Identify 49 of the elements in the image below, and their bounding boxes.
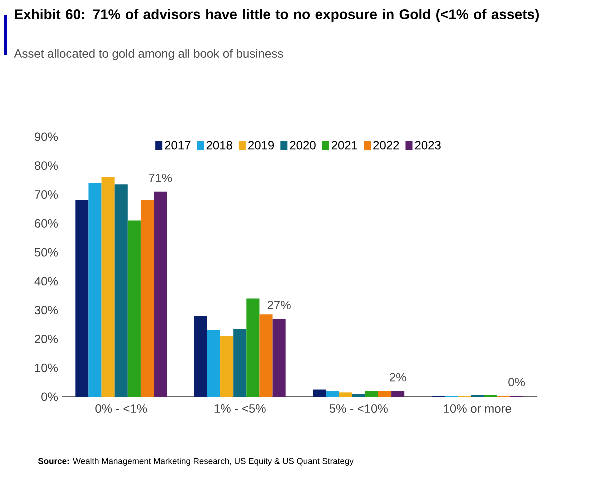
text: Source: Wealth Management Marketing Research, US Equity & US Quant Strategy xyxy=(38,458,354,466)
bar xyxy=(378,391,392,397)
data-label: 2% xyxy=(390,373,406,382)
x-tick-label: 0% - <1% xyxy=(96,404,148,414)
y-tick-label: 90% xyxy=(35,132,58,142)
bar xyxy=(365,391,378,397)
y-tick-label: 30% xyxy=(34,306,58,315)
y-tick-label: 60% xyxy=(35,219,58,228)
y-tick-label: 0% xyxy=(42,392,58,402)
legend-label: 2017 xyxy=(165,141,191,150)
bar xyxy=(102,177,115,397)
y-tick-label: 50% xyxy=(34,248,58,257)
bar xyxy=(272,319,286,397)
bar xyxy=(207,330,221,397)
bar xyxy=(128,220,141,397)
y-tick-label: 80% xyxy=(34,162,58,170)
bar xyxy=(140,200,154,397)
bar xyxy=(114,184,128,397)
bar xyxy=(326,391,340,397)
bar xyxy=(313,390,326,397)
chart-title: Exhibit 60: 71% of advisors have little to no exposure in Gold (<1% of assets) xyxy=(15,9,539,22)
legend-label: 2023 xyxy=(415,141,441,150)
y-tick-label: 10% xyxy=(35,364,58,372)
bar xyxy=(246,298,260,397)
y-tick-label: 70% xyxy=(35,190,58,200)
bar xyxy=(260,314,273,397)
bar xyxy=(76,200,89,397)
x-tick-label: 10% or more xyxy=(444,404,512,414)
y-tick-label: 20% xyxy=(35,334,58,344)
bar xyxy=(339,392,352,397)
data-label: 0% xyxy=(508,378,526,387)
legend-label: 2020 xyxy=(290,141,316,150)
bar xyxy=(392,391,405,397)
data-label: 27% xyxy=(268,301,291,310)
legend-label: 2018 xyxy=(206,141,232,150)
bar xyxy=(88,183,102,397)
chart-subtitle: Asset allocated to gold among all book of business xyxy=(14,49,284,60)
legend-label: 2021 xyxy=(332,141,358,150)
bar xyxy=(194,316,208,397)
legend-label: 2022 xyxy=(374,141,400,150)
bar xyxy=(234,329,247,397)
x-tick-label: 5% - <10% xyxy=(330,404,388,414)
bar xyxy=(352,394,366,397)
bar xyxy=(220,336,234,397)
y-tick-label: 40% xyxy=(34,277,58,286)
x-tick-label: 1% - <5% xyxy=(214,404,266,413)
legend-label: 2019 xyxy=(248,141,274,150)
data-label: 71% xyxy=(149,174,172,182)
bar xyxy=(154,192,168,397)
